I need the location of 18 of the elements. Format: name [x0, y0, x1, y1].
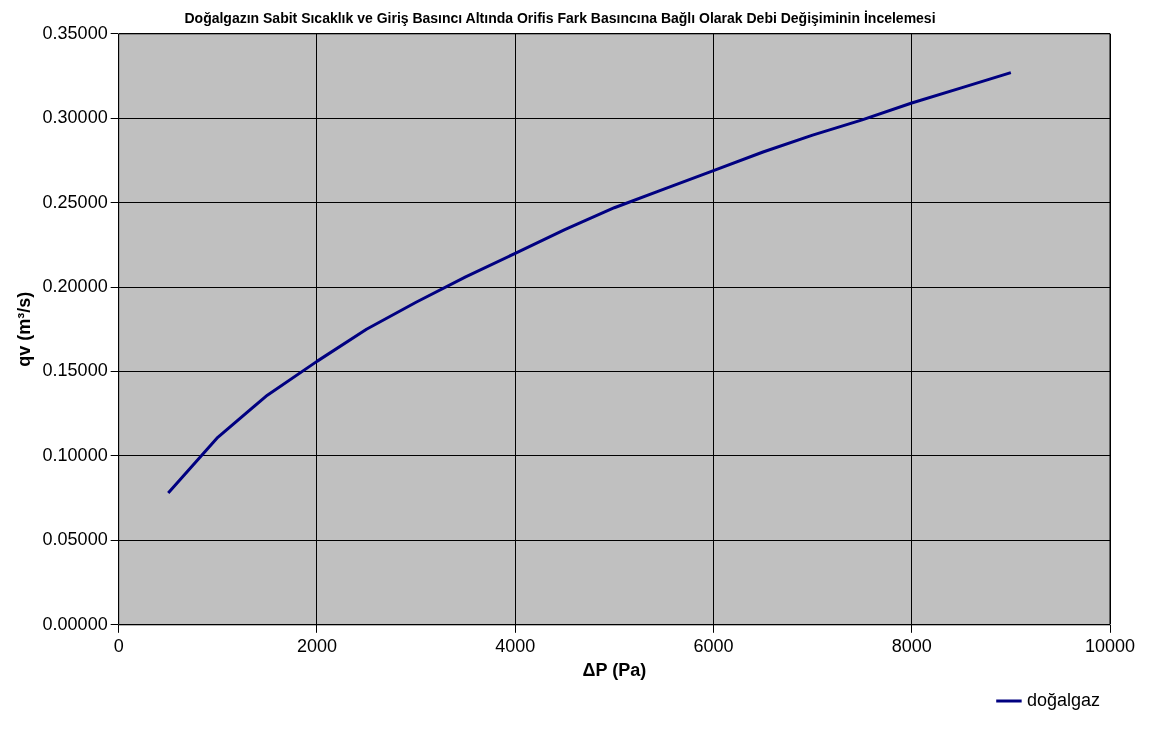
x-tick-label: 8000 [891, 635, 932, 656]
x-tick-label: 6000 [693, 635, 734, 656]
x-axis-title: ΔP (Pa) [582, 660, 647, 681]
x-tick-label: 4000 [495, 635, 536, 656]
y-axis-title: qv (m³/s) [13, 291, 34, 367]
y-tick-label: 0.30000 [42, 107, 108, 128]
y-tick-label: 0.20000 [42, 276, 108, 297]
y-tick-label: 0.15000 [42, 360, 108, 381]
y-tick-label: 0.35000 [42, 22, 108, 43]
x-tick-label: 2000 [296, 635, 337, 656]
chart-title: Doğalgazın Sabit Sıcaklık ve Giriş Basıncı Altında Orifis Fark Basıncına Bağlı Olarak Debi Değişiminin İncelemesi [184, 10, 936, 27]
y-tick-label: 0.10000 [42, 444, 108, 465]
x-tick-label: 0 [113, 635, 124, 656]
y-tick-label: 0.05000 [42, 529, 108, 550]
legend-label: doğalgaz [1026, 689, 1101, 710]
y-tick-label: 0.00000 [42, 613, 108, 634]
x-tick-label: 10000 [1084, 635, 1136, 656]
y-tick-label: 0.25000 [42, 191, 108, 212]
